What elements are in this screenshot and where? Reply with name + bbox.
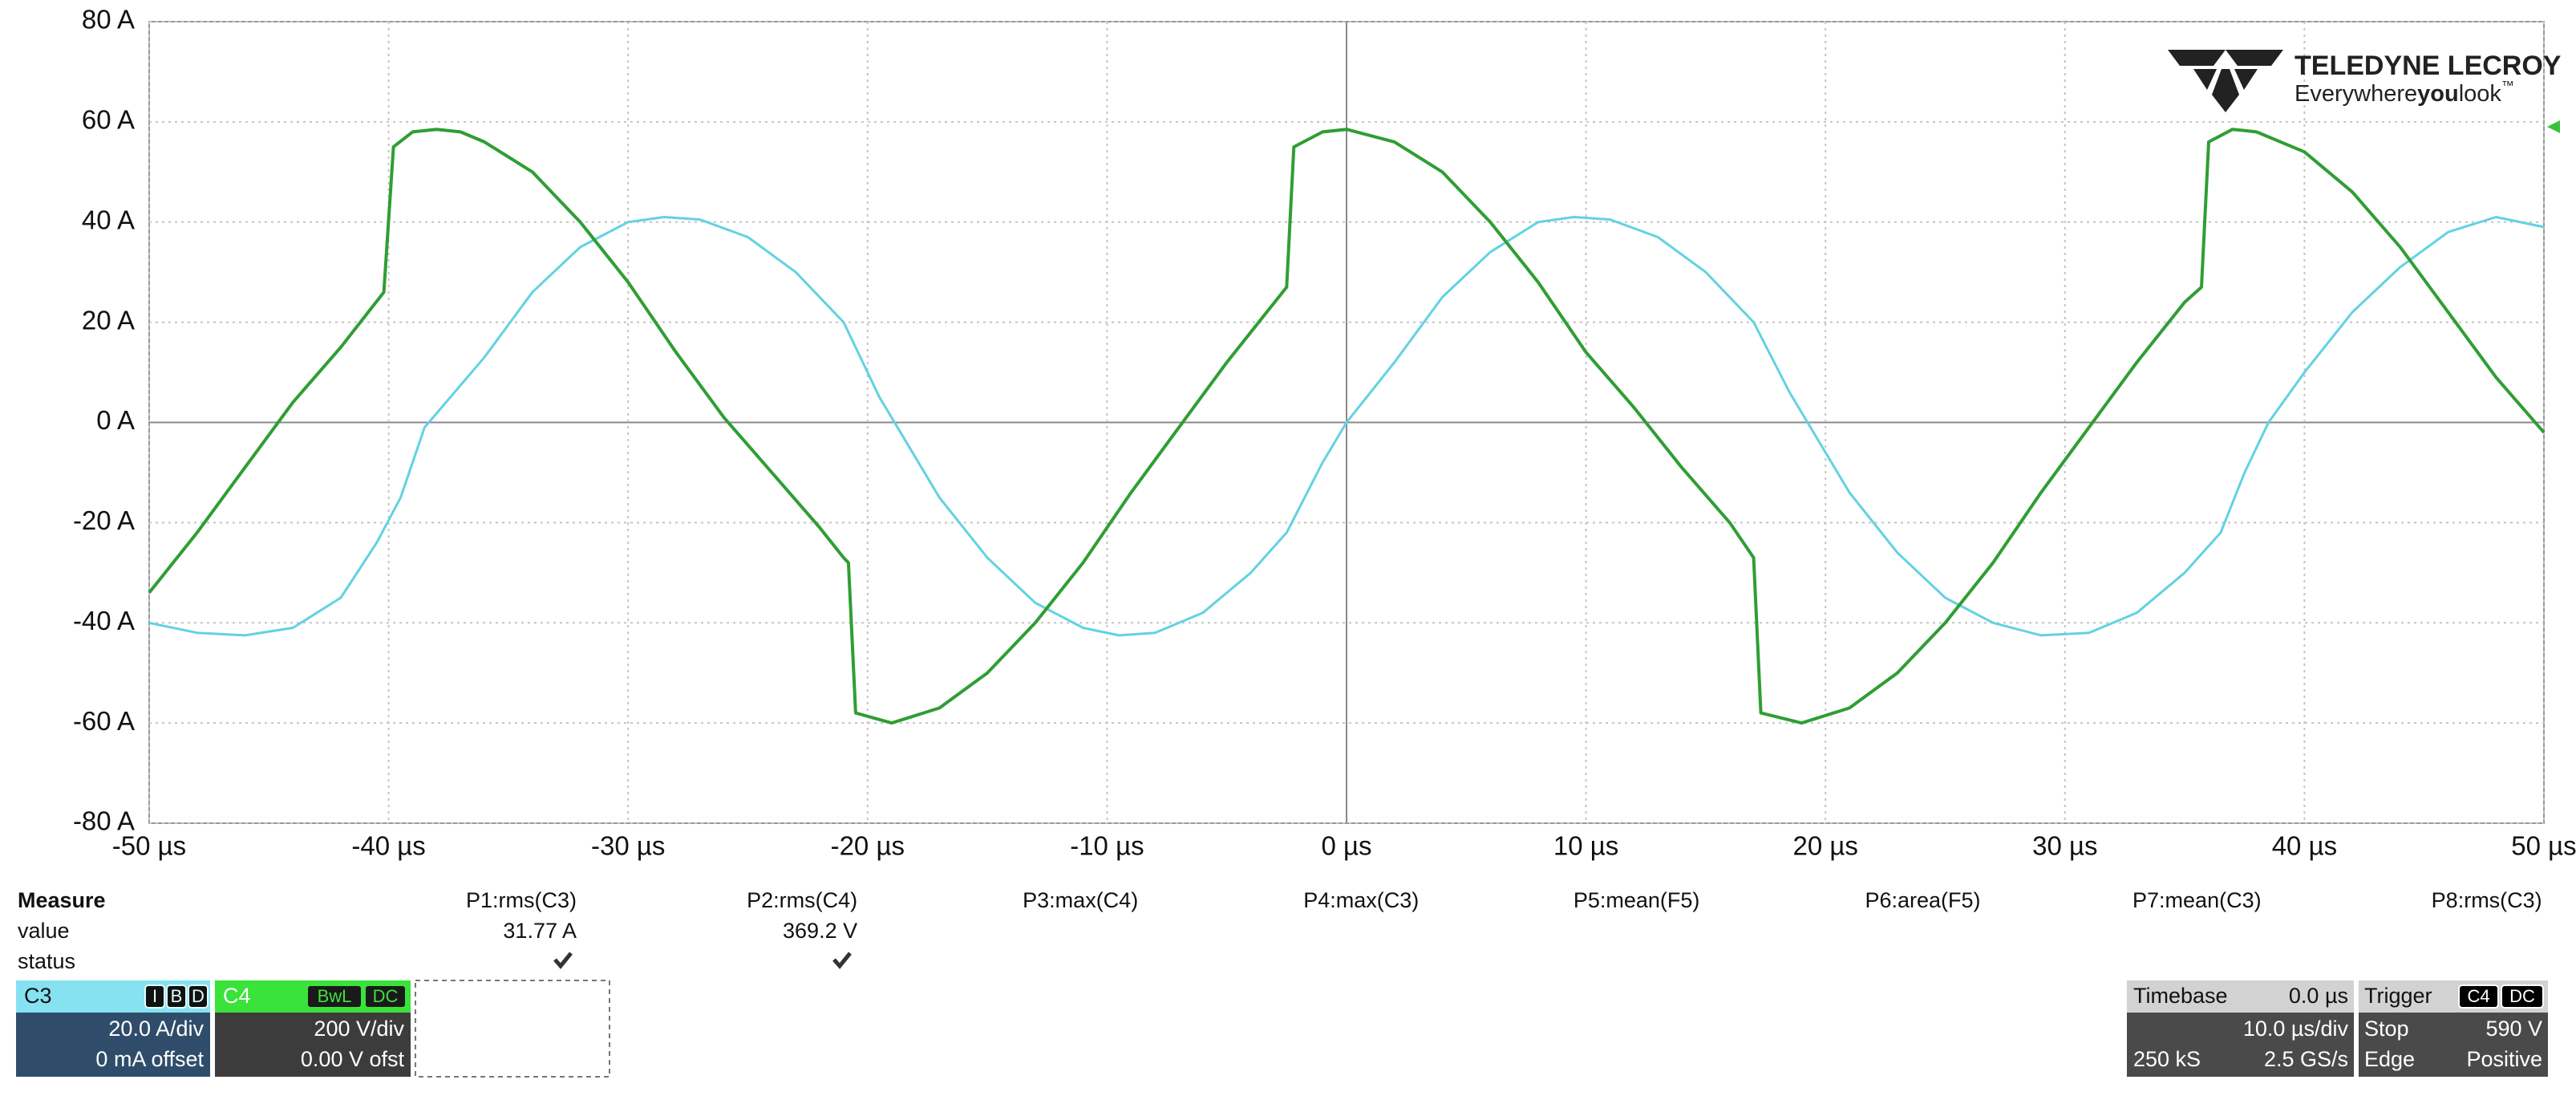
trigger-body <box>2359 1013 2548 1077</box>
x-tick-label: 0 µs <box>1321 831 1371 861</box>
y-tick-label: -80 A <box>73 806 135 836</box>
y-tick-label: 20 A <box>82 305 135 335</box>
badge-label: BwL <box>318 986 352 1006</box>
trigger-level: 590 V <box>2485 1017 2542 1041</box>
c4-label: C4 <box>223 984 251 1008</box>
timebase-scale: 10.0 µs/div <box>2243 1017 2349 1041</box>
badge-label: DC <box>373 986 399 1006</box>
c4-body <box>215 1013 411 1077</box>
measure-param: P2:rms(C4) <box>747 888 857 912</box>
badge-label: D <box>192 986 205 1006</box>
badge <box>144 984 165 1009</box>
status-check <box>553 952 573 969</box>
c3-body <box>16 1013 210 1077</box>
timebase-label: Timebase <box>2133 984 2228 1008</box>
tagline-part: Everywhere <box>2295 81 2417 107</box>
y-tick-label: 0 A <box>96 405 135 435</box>
trigger-level-marker <box>2547 120 2560 133</box>
tagline-part: you <box>2417 81 2459 107</box>
badge-label: I <box>152 986 157 1006</box>
badge-label: DC <box>2509 986 2535 1006</box>
x-tick-label: -10 µs <box>1070 831 1144 861</box>
logo-brand: TELEDYNE LECROY <box>2295 51 2562 81</box>
badge <box>2501 984 2544 1009</box>
measure-param: P5:mean(F5) <box>1574 888 1700 912</box>
tagline-tm: ™ <box>2501 79 2514 93</box>
c3-label: C3 <box>24 984 52 1008</box>
c4-scale: 200 V/div <box>314 1017 404 1041</box>
badge <box>306 984 363 1009</box>
badge <box>364 984 407 1009</box>
measure-value: 369.2 V <box>783 919 857 943</box>
logo-icon <box>2168 50 2283 112</box>
badge <box>166 984 187 1009</box>
timebase-delay: 0.0 µs <box>2289 984 2348 1008</box>
measure-param: P4:max(C3) <box>1303 888 1419 912</box>
measure-param: P8:rms(C3) <box>2432 888 2542 912</box>
trigger-type: Edge <box>2364 1047 2415 1071</box>
x-tick-label: -30 µs <box>591 831 665 861</box>
x-tick-label: 50 µs <box>2511 831 2576 861</box>
x-tick-label: 20 µs <box>1793 831 1858 861</box>
x-tick-label: -40 µs <box>351 831 425 861</box>
c3-offset: 0 mA offset <box>95 1047 204 1071</box>
measure-value: 31.77 A <box>503 919 577 943</box>
tagline-part: look <box>2459 81 2502 107</box>
y-tick-label: -40 A <box>73 606 135 635</box>
y-tick-label: -60 A <box>73 706 135 736</box>
measure-row-label: value <box>18 919 70 943</box>
badge-label: C4 <box>2467 986 2489 1006</box>
y-tick-label: -20 A <box>73 505 135 535</box>
trigger-slope: Positive <box>2466 1047 2542 1071</box>
timebase-header <box>2127 980 2354 1013</box>
measure-title: Measure <box>18 888 106 912</box>
badge <box>2458 984 2499 1009</box>
c3-scale: 20.0 A/div <box>108 1017 204 1041</box>
timebase-samples: 250 kS <box>2133 1047 2201 1071</box>
measure-param: P1:rms(C3) <box>466 888 577 912</box>
measure-param: P7:mean(C3) <box>2132 888 2262 912</box>
badge <box>188 984 209 1009</box>
timebase-rate: 2.5 GS/s <box>2264 1047 2348 1071</box>
waveform <box>148 128 2546 725</box>
x-tick-label: 30 µs <box>2032 831 2097 861</box>
logo-tagline: Everywhereyoulook™ <box>2295 79 2514 106</box>
measure-param: P6:area(F5) <box>1865 888 1980 912</box>
c4-offset: 0.00 V ofst <box>301 1047 405 1071</box>
status-check <box>832 952 852 969</box>
x-tick-label: 10 µs <box>1553 831 1618 861</box>
measure-param: P3:max(C4) <box>1023 888 1138 912</box>
badge-label: B <box>171 986 183 1006</box>
trigger-mode: Stop <box>2364 1017 2409 1041</box>
empty-channel-slot <box>415 980 610 1078</box>
x-tick-label: -20 µs <box>831 831 905 861</box>
x-tick-label: 40 µs <box>2272 831 2337 861</box>
measure-row-label: status <box>18 949 75 973</box>
trigger-label: Trigger <box>2364 984 2432 1008</box>
y-tick-label: 40 A <box>82 205 135 234</box>
timebase-body <box>2127 1013 2354 1077</box>
waveform <box>148 216 2545 637</box>
logo: TELEDYNE LECROY Everywhereyoulook™ <box>2168 50 2562 112</box>
y-tick-label: 80 A <box>82 5 135 35</box>
y-tick-label: 60 A <box>82 105 135 135</box>
x-tick-label: -50 µs <box>112 831 186 861</box>
